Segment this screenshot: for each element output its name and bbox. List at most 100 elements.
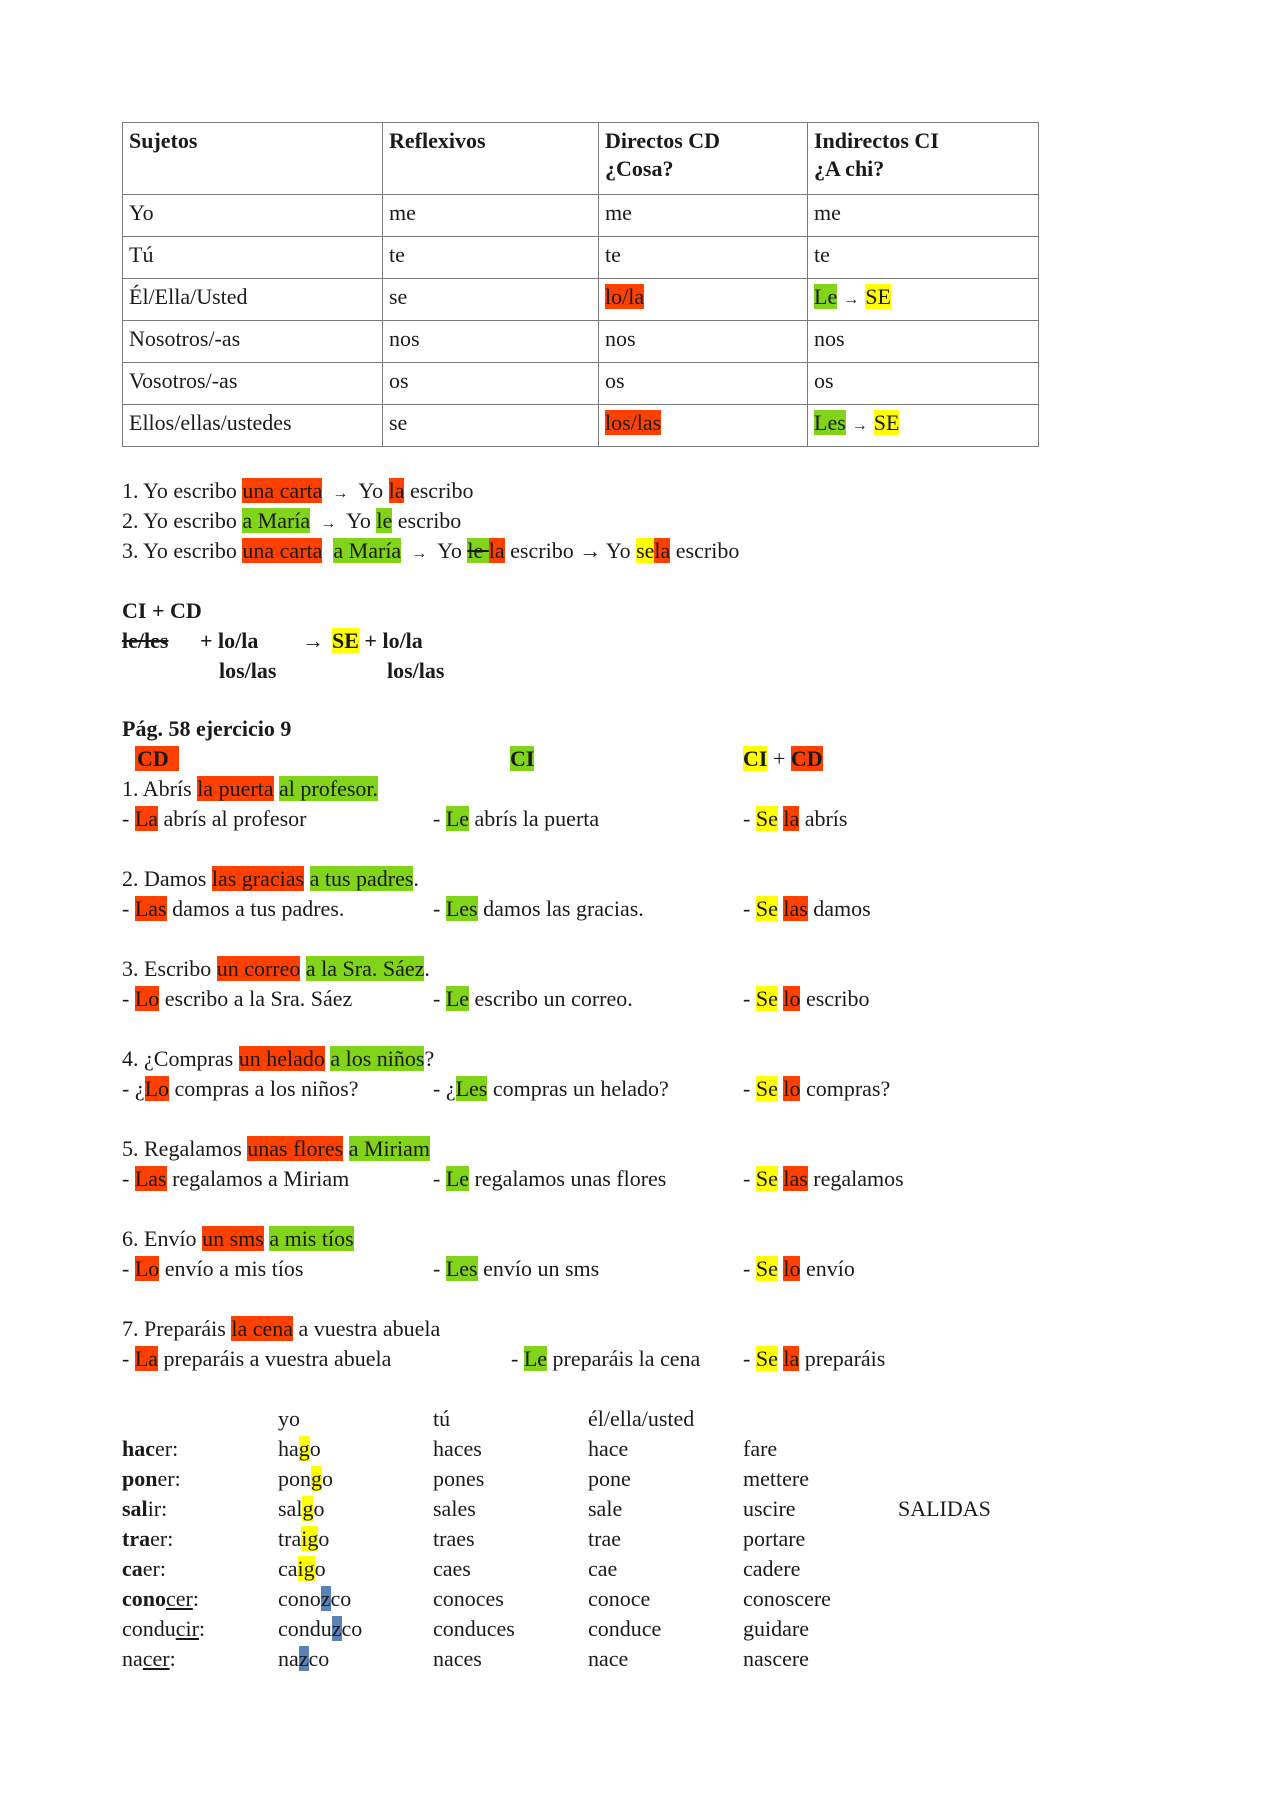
cell-directo: os [598, 362, 808, 405]
text: escribo a la Sra. Sáez [159, 986, 353, 1011]
stem: na [122, 1646, 143, 1671]
stem: sal [122, 1496, 148, 1521]
verb-infinitive: hacer: [122, 1434, 178, 1464]
cell-directo: lo/la [598, 278, 808, 321]
ig-highlight: ig [301, 1526, 319, 1551]
cell-indirecto: me [807, 194, 1039, 237]
text: - [743, 1256, 756, 1281]
ending: cer [142, 1646, 170, 1671]
g-highlight: g [302, 1496, 314, 1521]
text: 3. Yo escribo [122, 538, 243, 563]
cell-reflexivo: me [382, 194, 599, 237]
header-text: Sujetos [129, 128, 198, 153]
cell-indirecto: os [807, 362, 1039, 405]
se-highlight: Se [755, 1076, 778, 1101]
ig-highlight: ig [297, 1556, 315, 1581]
g-highlight: g [311, 1466, 322, 1491]
header-reflexivos: Reflexivos [382, 122, 599, 195]
text: escribo [670, 538, 740, 563]
text: Yo [437, 538, 468, 563]
verb-tu: conoces [433, 1586, 504, 1611]
verb-italian: guidare [743, 1616, 809, 1641]
table-row: Ellos/ellas/ustedes se los/las Les → SE [122, 404, 1039, 447]
text: 7. Preparáis [122, 1316, 232, 1341]
cd-answer: - La abrís al profesor [122, 804, 306, 834]
stem: cono [122, 1586, 166, 1611]
text: - [122, 986, 135, 1011]
text: o [313, 1496, 325, 1521]
cell-sujeto: Nosotros/-as [122, 320, 383, 363]
se-highlight: se [636, 538, 655, 563]
ci-highlight: a mis tíos [269, 1226, 354, 1251]
cd-pronoun: la [783, 1346, 800, 1371]
header-subtext: ¿A chi? [814, 156, 885, 181]
cd-highlight: una carta [242, 478, 323, 503]
cd-pronoun: lo [783, 986, 801, 1011]
text: envío a mis tíos [159, 1256, 304, 1281]
text: escribo → Yo [504, 538, 637, 563]
cell-reflexivo: se [382, 404, 599, 447]
rule-title: CI + CD [122, 598, 202, 623]
text: cono [278, 1586, 321, 1611]
se-answer: - Se lo envío [743, 1254, 855, 1284]
table-header-row: Sujetos Reflexivos Directos CD ¿Cosa? Ind… [122, 122, 1039, 195]
cd-pronoun: la [783, 806, 800, 831]
text: - [743, 896, 756, 921]
text: 1. Yo escribo [122, 478, 243, 503]
stem: pon [122, 1466, 158, 1491]
rule-plural: los/las [387, 658, 445, 683]
cd-answer: - Las damos a tus padres. [122, 894, 344, 924]
table-row: Vosotros/-as os os os [122, 362, 1039, 405]
arrow-icon: → [328, 485, 353, 502]
text: o [314, 1556, 326, 1581]
cd-highlight: la cena [231, 1316, 294, 1341]
exercise-sentence: 1. Abrís la puerta al profesor. [122, 774, 379, 804]
cell-reflexivo: te [382, 236, 599, 279]
verb-el: nace [588, 1646, 629, 1671]
example-1: 1. Yo escribo una carta → Yo la escribo [122, 476, 474, 509]
text: damos las gracias. [477, 896, 644, 921]
text: 6. Envío [122, 1226, 203, 1251]
cell-directo: los/las [598, 404, 808, 447]
arrow-icon: → [316, 515, 341, 532]
exercise-sentence: 3. Escribo un correo a la Sra. Sáez. [122, 954, 430, 984]
text: - [122, 1346, 135, 1371]
cd-pronoun: La [134, 1346, 159, 1371]
verb-tu: conduces [433, 1616, 515, 1641]
text: Yo [346, 508, 377, 533]
text: - [433, 806, 446, 831]
cd-highlight: un helado [238, 1046, 325, 1071]
ending: er [155, 1436, 173, 1461]
text: . [413, 866, 419, 891]
cd-pronoun: las [783, 1166, 808, 1191]
text: escribo [800, 986, 870, 1011]
z-highlight: z [298, 1646, 309, 1671]
text: escribo un correo. [469, 986, 633, 1011]
table-row: Nosotros/-as nos nos nos [122, 320, 1039, 363]
cell-directo: te [598, 236, 808, 279]
z-highlight: z [331, 1616, 342, 1641]
ci-highlight: al profesor. [279, 776, 379, 801]
text: Yo [358, 478, 389, 503]
example-3: 3. Yo escribo una carta a María → Yo le … [122, 536, 739, 569]
table-row: Yo me me me [122, 194, 1039, 237]
cd-answer: - La preparáis a vuestra abuela [122, 1344, 391, 1374]
text: damos [807, 896, 871, 921]
exercise-sentence: 4. ¿Compras un helado a los niños? [122, 1044, 434, 1074]
se-highlight: Se [755, 1256, 778, 1281]
ci-pronoun: Le [445, 1166, 470, 1191]
verb-yo: traigo [278, 1524, 329, 1554]
text: tra [278, 1526, 302, 1551]
text: compras? [800, 1076, 891, 1101]
arrow-icon: → [302, 628, 324, 653]
verb-italian: fare [743, 1436, 778, 1461]
text: 3. Escribo [122, 956, 217, 981]
ci-highlight: Les [814, 410, 846, 435]
label-cd: CD [135, 744, 179, 774]
verb-yo: conozco [278, 1584, 351, 1614]
cd-highlight: lo/la [605, 284, 645, 309]
text: sal [278, 1496, 303, 1521]
exercise-sentence: 5. Regalamos unas flores a Miriam [122, 1134, 430, 1164]
cd-pronoun: Lo [134, 1256, 160, 1281]
verb-el: cae [588, 1556, 618, 1581]
